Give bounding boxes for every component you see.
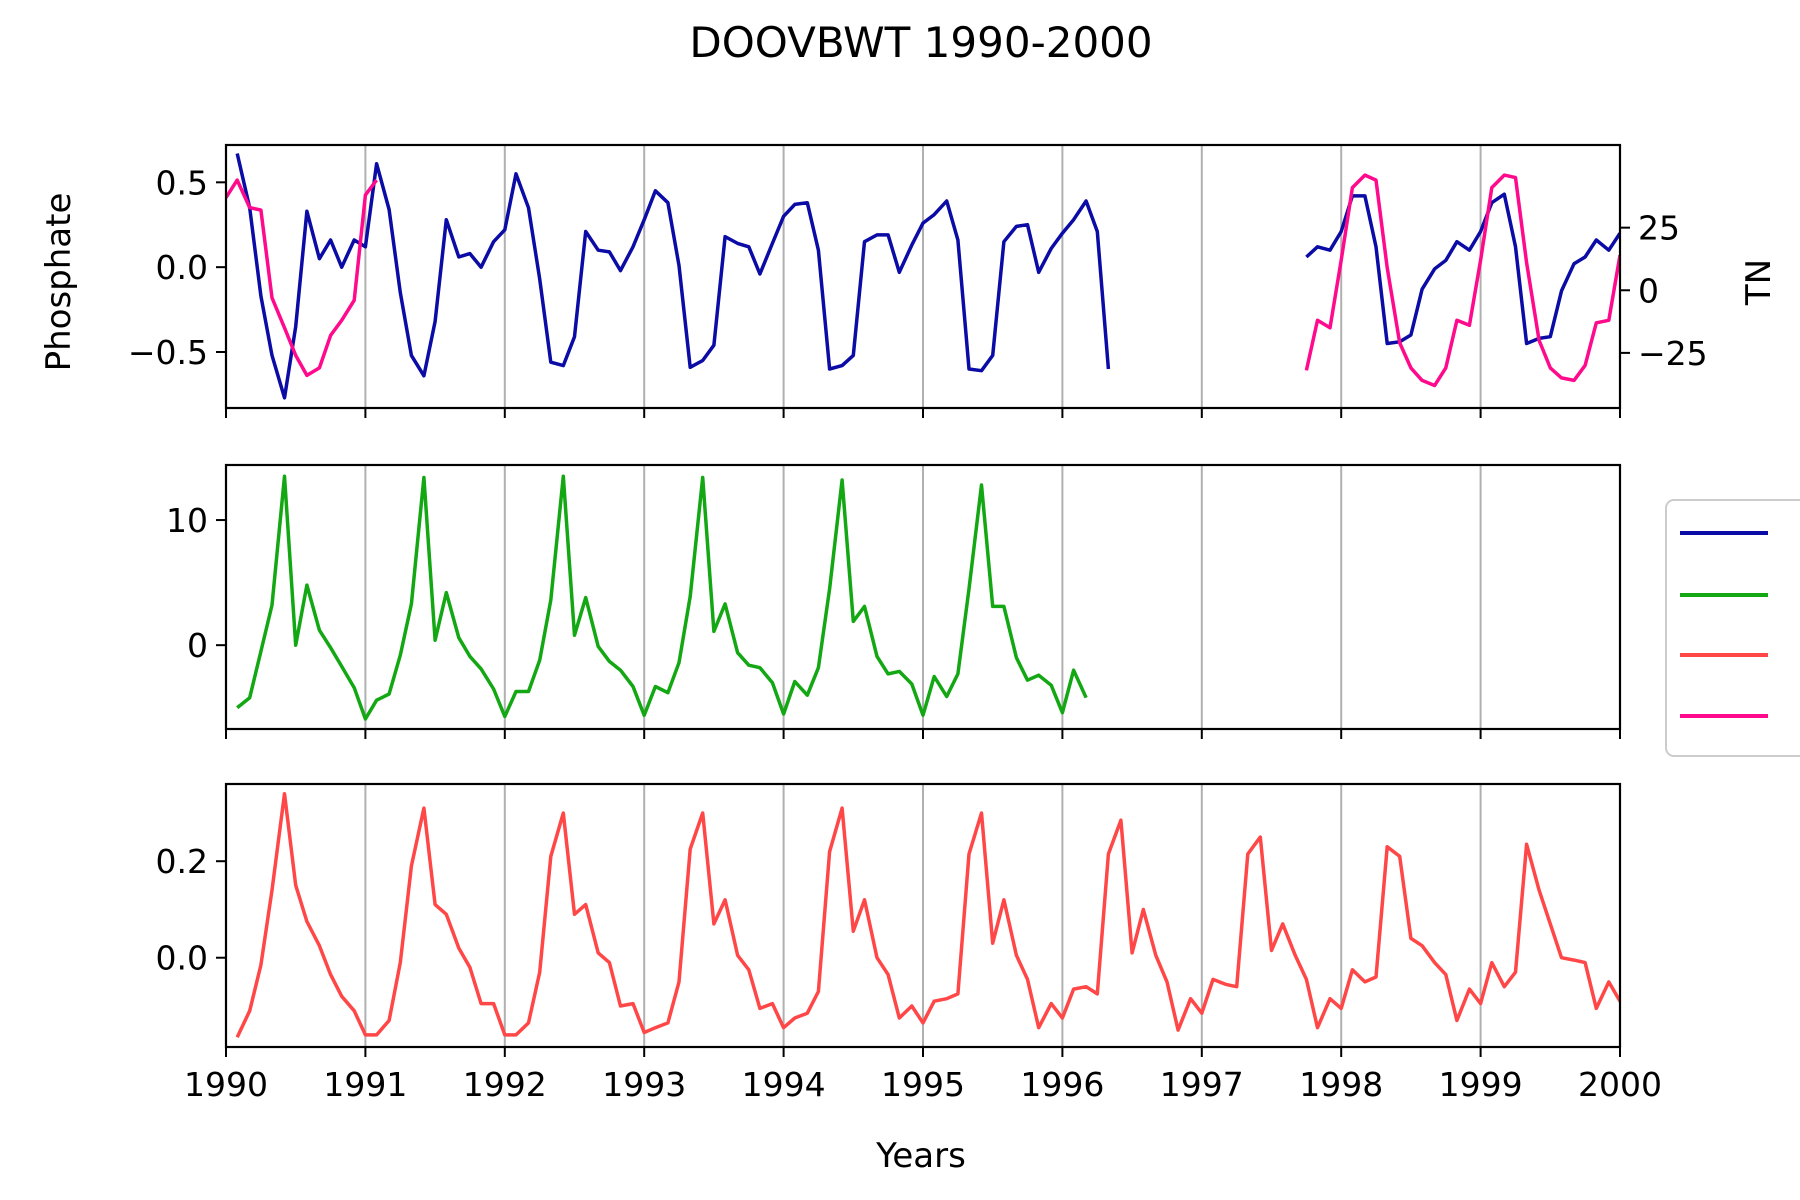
legend-entries	[1680, 531, 1768, 718]
x-tick-label: 1991	[323, 1065, 407, 1104]
x-tick-label: 1993	[602, 1065, 686, 1104]
series-line-bottom-0-0	[235, 791, 1620, 1039]
y-axis-label-phosphate: Phosphate	[39, 193, 79, 372]
x-axis-label: Years	[875, 1136, 966, 1176]
y2-tick-label: 25	[1638, 209, 1680, 248]
series-line-top-1-1	[1304, 173, 1620, 388]
x-tick-label: 1990	[184, 1065, 268, 1104]
series-line-top-1-0	[226, 178, 379, 378]
x-tick-label: 1997	[1160, 1065, 1244, 1104]
y-tick-label: 0.0	[156, 939, 208, 978]
legend-frame	[1665, 499, 1800, 757]
x-tick-label: 2000	[1578, 1065, 1662, 1104]
x-tick-label: 1994	[742, 1065, 826, 1104]
series-line-top-0-1	[1305, 192, 1620, 346]
y-axis-label-tn: TN	[1739, 259, 1779, 306]
x-tick-label: 1998	[1299, 1065, 1383, 1104]
legend	[1665, 499, 1800, 757]
series-line-middle-0-0	[236, 474, 1088, 721]
chart-title: DOOVBWT 1990-2000	[689, 18, 1152, 67]
y-tick-label: 0	[187, 626, 208, 665]
y2-tick-label: −25	[1638, 334, 1708, 373]
y-tick-label: −0.5	[128, 333, 208, 372]
series-line-top-0-0	[235, 153, 1111, 400]
y-tick-label: 0.2	[156, 842, 208, 881]
y-tick-label: 0.0	[156, 248, 208, 287]
y-tick-label: 10	[166, 501, 208, 540]
x-tick-label: 1996	[1020, 1065, 1104, 1104]
tick-marks-and-labels: 0.5 0.0 −0.5 25 0 −25 10 0 0.2 0.0 1990 1991 1992 199…	[128, 163, 1708, 1104]
x-tick-label: 1992	[463, 1065, 547, 1104]
series-lines	[226, 153, 1620, 1039]
x-tick-label: 1995	[881, 1065, 965, 1104]
grid-lines	[364, 145, 1482, 1047]
x-tick-label: 1999	[1439, 1065, 1523, 1104]
y2-tick-label: 0	[1638, 271, 1659, 310]
y-tick-label: 0.5	[156, 163, 208, 202]
